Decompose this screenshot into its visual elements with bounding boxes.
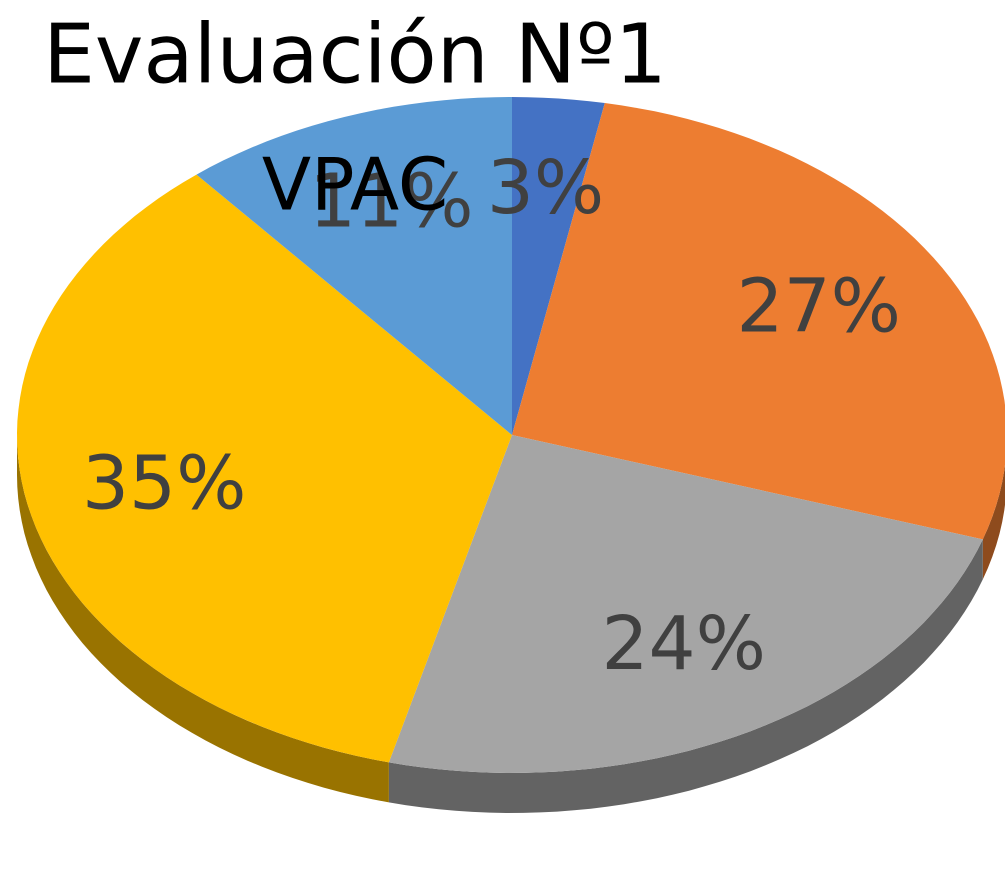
- slice: [17, 174, 512, 763]
- slice-side: [17, 435, 389, 803]
- slice-side: [388, 539, 983, 813]
- data-label: 35%: [82, 441, 246, 527]
- slice: [512, 103, 1005, 540]
- data-label: 27%: [737, 264, 901, 350]
- chart-title: Evaluación Nº1: [43, 7, 667, 102]
- data-label: 24%: [601, 601, 765, 687]
- slice: [196, 97, 512, 435]
- data-labels: 3% 27% 24% 35% 11%: [82, 145, 901, 687]
- pie: 3% 27% 24% 35% 11%: [17, 97, 1005, 813]
- slice: [388, 435, 983, 773]
- chart-subtitle: VPAC: [262, 143, 448, 227]
- slice-side: [982, 464, 1005, 580]
- data-label: 3%: [487, 145, 604, 231]
- pie-tops: [17, 97, 1005, 773]
- pie-sides: [17, 435, 1005, 813]
- slice: [512, 97, 605, 435]
- data-label: 11%: [309, 159, 473, 245]
